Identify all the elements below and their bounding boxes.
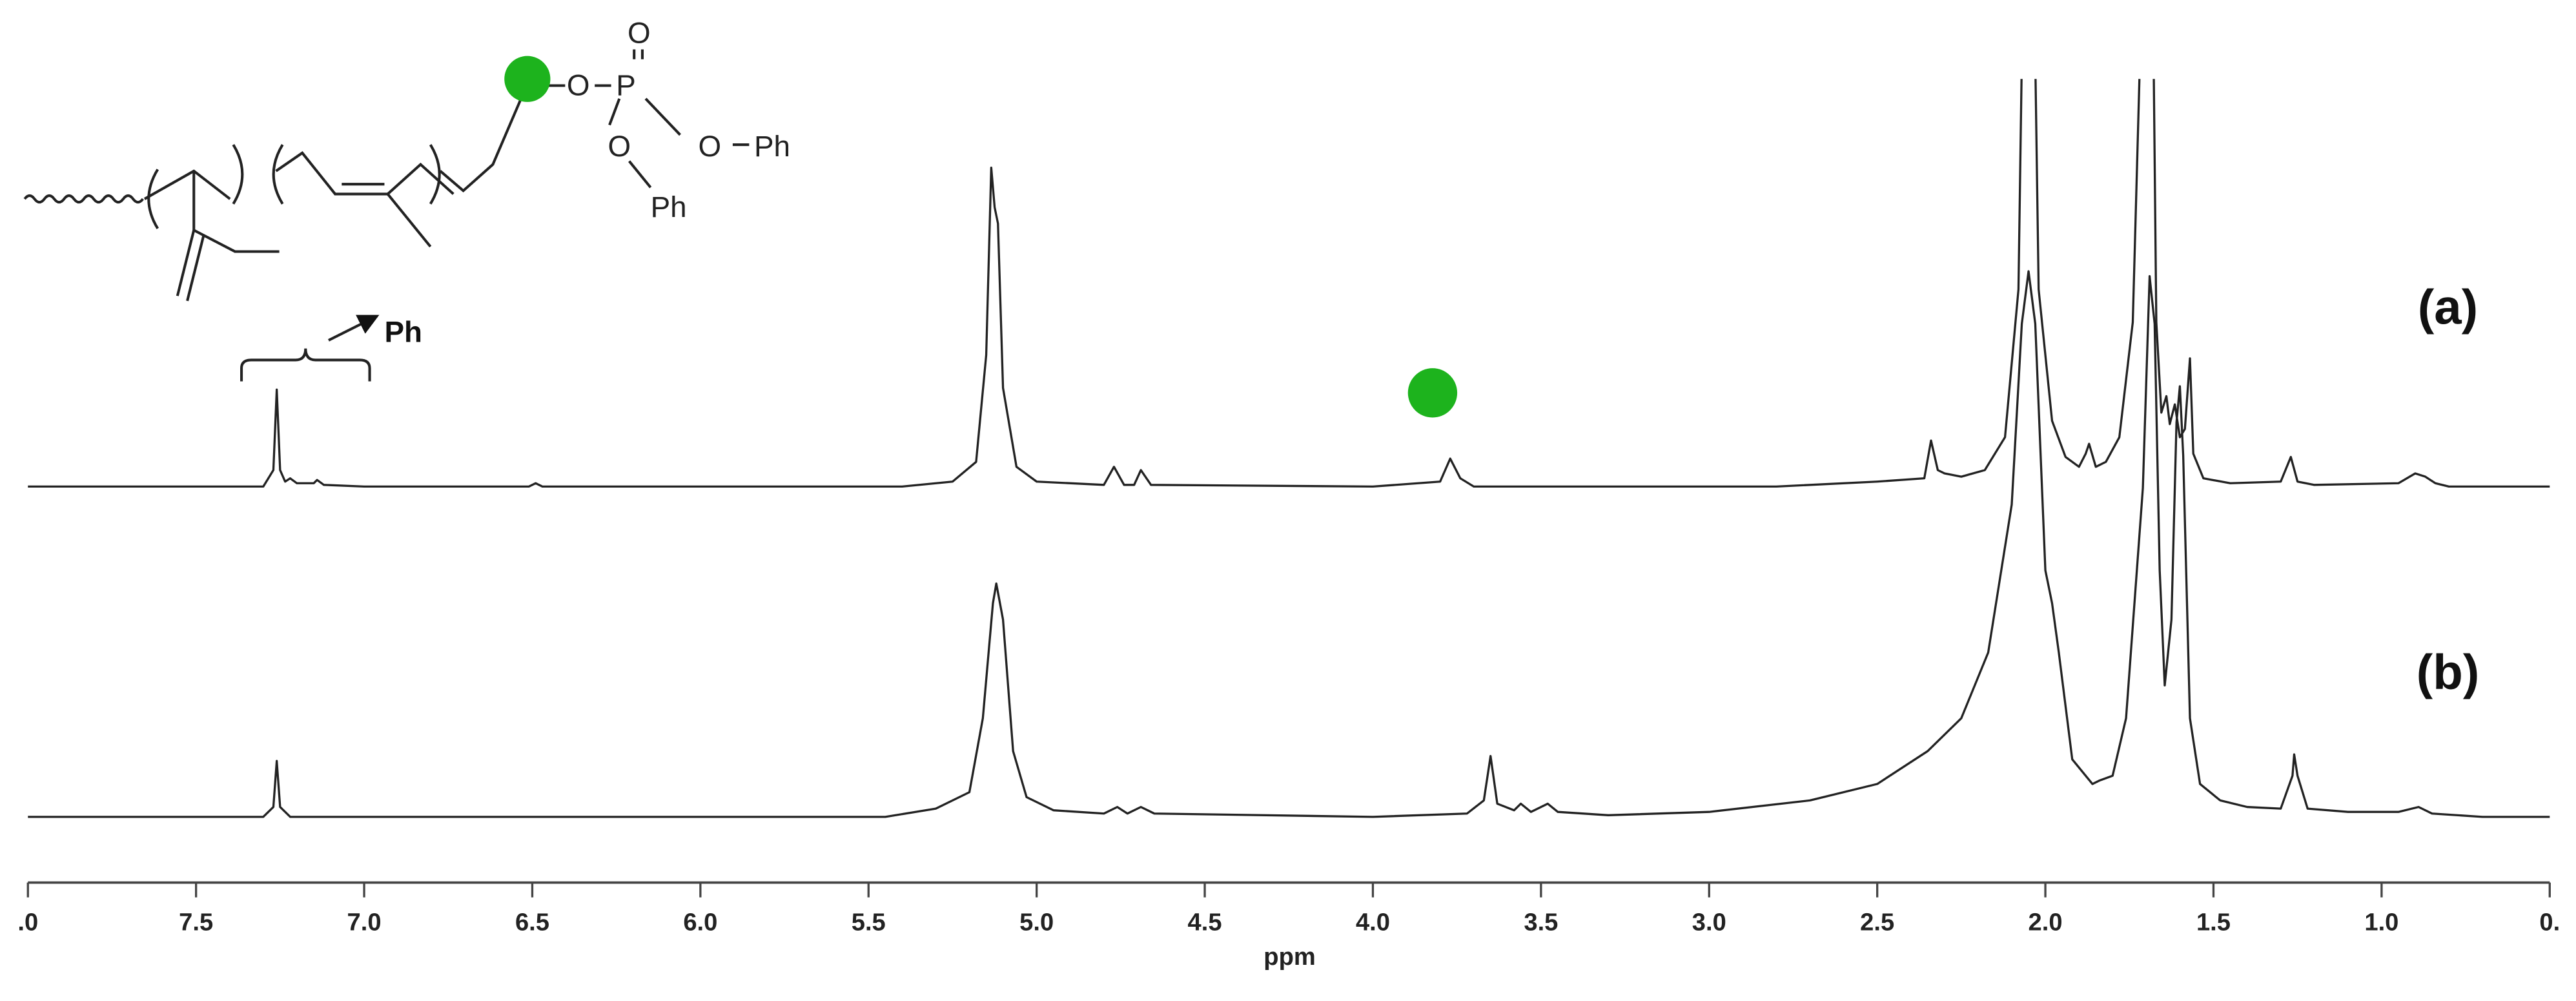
bond [275, 151, 455, 248]
atom-label: O [628, 16, 651, 49]
x-tick-label: 6.0 [683, 908, 717, 936]
x-axis-title: ppm [1263, 943, 1316, 971]
arrow [328, 315, 380, 342]
series-label: (b) [2417, 645, 2479, 699]
x-tick-label: 1.0 [2364, 908, 2398, 936]
bond [439, 94, 524, 193]
x-tick-label: 4.5 [1188, 908, 1222, 936]
atom-label: O [608, 130, 631, 163]
structure [23, 49, 750, 382]
x-tick-label: 0. [2539, 908, 2560, 936]
bond [176, 229, 205, 302]
x-tick-label: 2.5 [1860, 908, 1894, 936]
x-tick-label: 4.0 [1356, 908, 1390, 936]
atom-label: Ph [754, 130, 790, 163]
annotation: Ph [384, 315, 422, 348]
atom-label: O [698, 130, 721, 163]
x-tick-label: 1.5 [2196, 908, 2231, 936]
atom-label: O [567, 69, 590, 102]
bracket [232, 144, 244, 205]
bracket [240, 348, 371, 382]
x-tick-label: .0 [17, 908, 38, 936]
x-tick-label: 2.0 [2029, 908, 2063, 936]
plot-area [28, 79, 2550, 818]
series-label: (a) [2418, 280, 2478, 335]
atom-label: P [616, 69, 636, 102]
bond [143, 169, 231, 200]
x-tick-label: 7.0 [347, 908, 382, 936]
atom-label: Ph [651, 191, 687, 223]
wavy-bond [23, 194, 145, 204]
x-tick-label: 5.0 [1019, 908, 1054, 936]
x-tick-label: 3.0 [1692, 908, 1726, 936]
x-tick-label: 6.5 [515, 908, 549, 936]
spectrum-line [28, 270, 2550, 818]
green-marker [504, 56, 551, 102]
bond [192, 170, 280, 253]
bracket [272, 144, 284, 205]
spectrum-line [28, 79, 2550, 488]
bond [548, 49, 750, 189]
bracket [429, 144, 441, 205]
x-tick-label: 5.5 [852, 908, 886, 936]
bracket [147, 169, 159, 229]
x-tick-label: 7.5 [179, 908, 213, 936]
green-marker [1407, 368, 1458, 418]
x-tick-label: 3.5 [1524, 908, 1558, 936]
